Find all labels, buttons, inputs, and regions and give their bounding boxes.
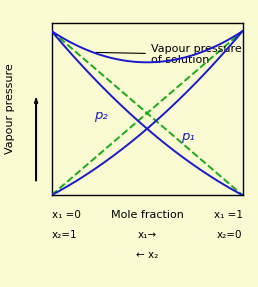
Text: x₂=1: x₂=1 <box>52 230 77 240</box>
Text: x₁ =0: x₁ =0 <box>52 210 80 220</box>
Text: p₂: p₂ <box>94 109 107 123</box>
Text: x₂=0: x₂=0 <box>217 230 243 240</box>
Text: x₁ =1: x₁ =1 <box>214 210 243 220</box>
Text: Vapour pressure: Vapour pressure <box>5 64 15 154</box>
Text: p₁: p₁ <box>181 130 195 143</box>
Text: ← x₂: ← x₂ <box>136 250 158 260</box>
Text: Vapour pressure
of solution: Vapour pressure of solution <box>96 44 242 65</box>
Text: x₁→: x₁→ <box>138 230 157 240</box>
Text: Mole fraction: Mole fraction <box>111 210 183 220</box>
